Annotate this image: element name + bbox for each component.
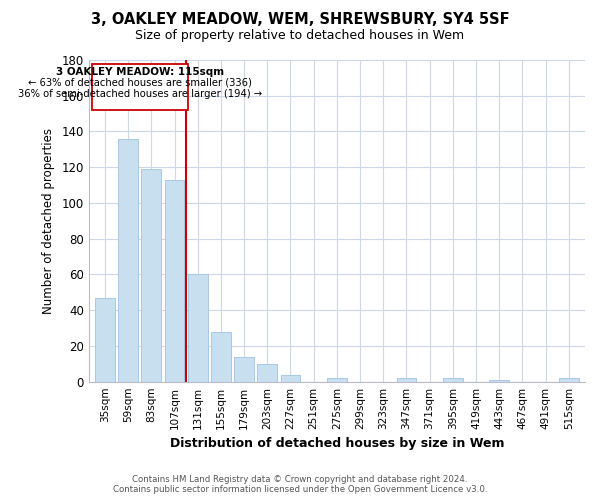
Bar [490, 380, 509, 382]
Text: 36% of semi-detached houses are larger (194) →: 36% of semi-detached houses are larger (… [18, 90, 262, 100]
Y-axis label: Number of detached properties: Number of detached properties [41, 128, 55, 314]
Text: ← 63% of detached houses are smaller (336): ← 63% of detached houses are smaller (33… [28, 78, 252, 88]
Text: 3 OAKLEY MEADOW: 115sqm: 3 OAKLEY MEADOW: 115sqm [56, 67, 224, 77]
Bar [234, 356, 254, 382]
Bar [281, 374, 301, 382]
Bar [188, 274, 208, 382]
Text: 3, OAKLEY MEADOW, WEM, SHREWSBURY, SY4 5SF: 3, OAKLEY MEADOW, WEM, SHREWSBURY, SY4 5… [91, 12, 509, 28]
Bar [443, 378, 463, 382]
Bar [142, 169, 161, 382]
Bar [118, 138, 138, 382]
Bar [95, 298, 115, 382]
FancyBboxPatch shape [92, 64, 188, 110]
Text: Size of property relative to detached houses in Wem: Size of property relative to detached ho… [136, 29, 464, 42]
Bar [211, 332, 231, 382]
Bar [327, 378, 347, 382]
Text: Contains HM Land Registry data © Crown copyright and database right 2024.
Contai: Contains HM Land Registry data © Crown c… [113, 474, 487, 494]
Bar [164, 180, 184, 382]
Bar [257, 364, 277, 382]
X-axis label: Distribution of detached houses by size in Wem: Distribution of detached houses by size … [170, 437, 504, 450]
Bar [559, 378, 578, 382]
Bar [397, 378, 416, 382]
